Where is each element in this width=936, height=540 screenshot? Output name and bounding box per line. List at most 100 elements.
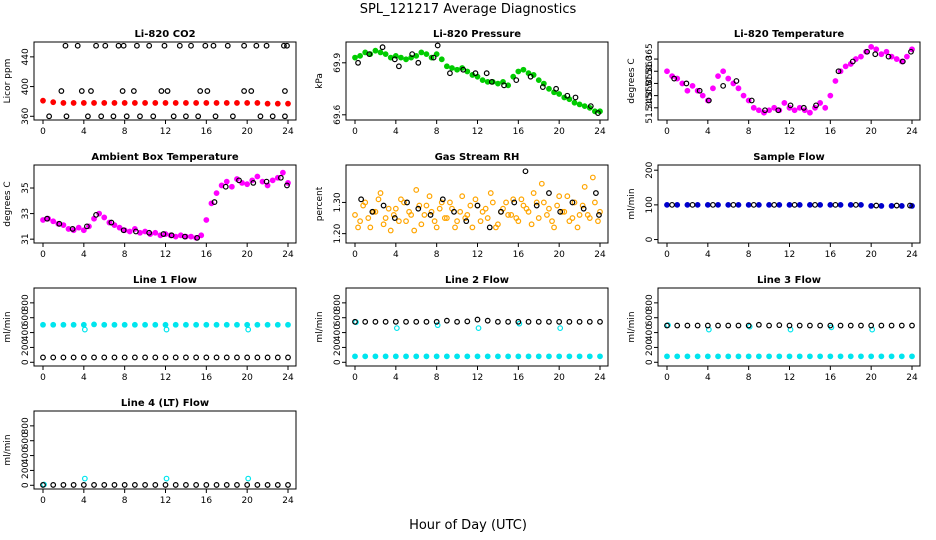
data-point (817, 353, 824, 360)
data-point (163, 326, 170, 333)
data-point (395, 218, 402, 225)
data-point (535, 77, 542, 84)
data-point (684, 353, 691, 360)
data-point (70, 100, 77, 106)
data-point (576, 212, 583, 218)
data-point (505, 212, 512, 218)
panel-0: Li-820 CO2 0 4 8 12 16 20 24 360 400 440 Licor ppm (3, 29, 297, 137)
data-point (704, 201, 711, 208)
data-point (554, 202, 561, 209)
data-point (234, 482, 240, 488)
data-point (162, 321, 169, 328)
data-point (530, 190, 537, 196)
data-point (172, 482, 179, 488)
data-point (427, 212, 434, 218)
data-point (203, 217, 210, 223)
data-point (546, 205, 552, 212)
data-point (443, 353, 450, 360)
x-tick-label: 12 (784, 373, 795, 383)
data-point (503, 199, 509, 206)
data-point (423, 318, 430, 325)
x-tick-label: 24 (282, 373, 294, 383)
data-point (515, 353, 522, 360)
data-point (80, 321, 87, 328)
series-red (40, 97, 291, 107)
data-point (213, 482, 220, 488)
series-black (669, 201, 913, 209)
data-point (551, 224, 557, 231)
y-tick-label: 400 (21, 447, 31, 464)
data-point (566, 353, 573, 360)
data-point (813, 102, 819, 109)
x-tick-label: 20 (241, 250, 253, 260)
y-tick-label: 1.30 (333, 192, 343, 212)
data-point (705, 97, 712, 104)
x-tick-label: 16 (201, 250, 213, 260)
data-point (477, 218, 484, 225)
x-tick-label: 8 (122, 250, 128, 260)
x-tick-label: 24 (282, 496, 294, 506)
x-tick-label: 20 (241, 127, 253, 137)
data-point (684, 322, 691, 329)
data-point (484, 353, 491, 360)
data-point (725, 322, 732, 329)
data-point (202, 42, 209, 49)
data-point (254, 100, 261, 106)
data-point (508, 212, 515, 218)
data-point (409, 51, 416, 58)
y-axis-label: ml/min (627, 311, 637, 342)
data-point (198, 232, 205, 239)
data-point (817, 322, 824, 329)
y-tick-label: 0 (333, 359, 343, 365)
data-point (438, 56, 445, 63)
data-point (277, 174, 284, 181)
data-point (285, 100, 291, 107)
data-point (694, 353, 701, 360)
data-point (511, 199, 518, 206)
data-point (842, 63, 849, 70)
data-point (285, 321, 291, 328)
data-point (492, 224, 499, 231)
x-tick-label: 4 (705, 127, 711, 137)
data-point (387, 227, 394, 234)
x-tick-label: 24 (906, 373, 918, 383)
data-point (130, 88, 137, 94)
x-tick-label: 24 (906, 127, 918, 137)
data-point (580, 205, 587, 212)
data-point (101, 100, 108, 106)
data-point (460, 66, 467, 73)
x-tick-label: 0 (664, 373, 670, 383)
data-point (281, 42, 287, 49)
data-point (161, 42, 168, 49)
data-point (510, 73, 517, 80)
data-point (392, 205, 399, 212)
data-point (546, 318, 552, 325)
data-point (447, 70, 453, 77)
x-tick-label: 8 (434, 373, 440, 383)
data-point (474, 353, 481, 360)
data-point (131, 354, 138, 361)
data-point (664, 322, 670, 329)
data-point (403, 56, 409, 63)
series-black (358, 168, 602, 231)
data-point (150, 113, 157, 120)
data-point (796, 201, 803, 208)
data-point (454, 353, 460, 360)
data-point (553, 85, 560, 92)
data-point (282, 88, 288, 94)
data-point (418, 49, 425, 56)
data-point (745, 353, 752, 360)
x-tick-label: 20 (241, 373, 253, 383)
x-tick-label: 0 (352, 373, 358, 383)
data-point (745, 322, 752, 329)
data-point (746, 323, 753, 330)
data-point (91, 482, 97, 488)
data-point (142, 482, 148, 488)
x-tick-label: 20 (865, 127, 877, 137)
data-point (449, 65, 455, 71)
data-point (80, 227, 87, 234)
x-tick-label: 24 (594, 373, 606, 383)
data-point (539, 84, 546, 90)
x-tick-label: 24 (594, 127, 606, 137)
data-point (379, 44, 386, 51)
